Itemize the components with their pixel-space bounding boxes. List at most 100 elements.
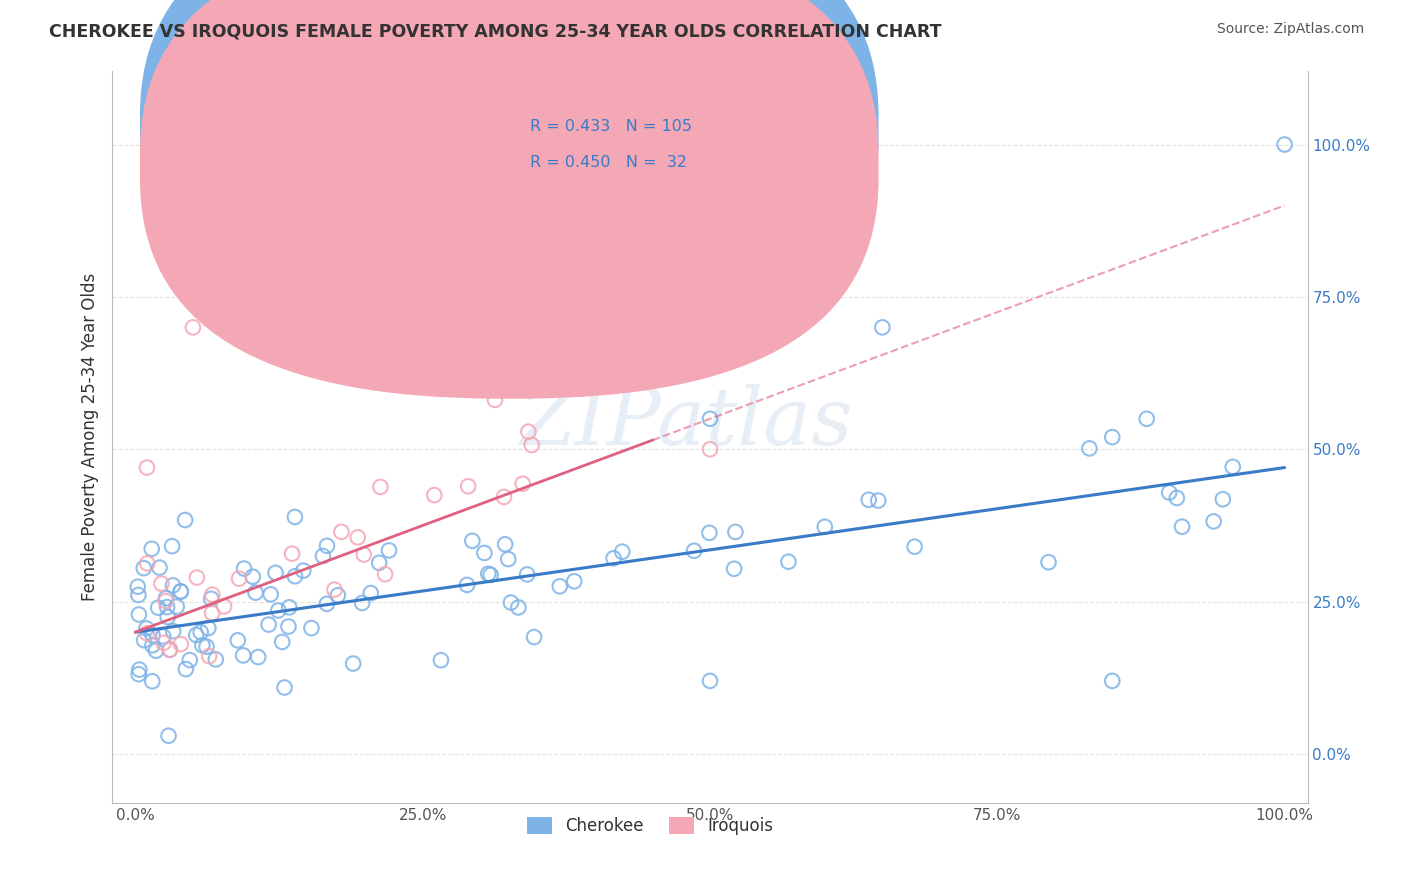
Point — [1101, 673, 1123, 688]
Point — [271, 635, 294, 649]
Point — [1274, 137, 1296, 152]
Point — [1202, 515, 1225, 529]
Point — [699, 673, 721, 688]
Point — [612, 545, 634, 559]
Point — [170, 637, 193, 651]
Point — [484, 392, 506, 407]
Point — [141, 674, 163, 689]
Point — [494, 537, 516, 551]
Point — [517, 425, 540, 439]
Point — [242, 570, 264, 584]
Point — [159, 643, 181, 657]
Point — [152, 629, 174, 643]
Point — [503, 351, 526, 365]
Point — [1159, 485, 1181, 500]
Point — [520, 438, 543, 452]
Point — [233, 561, 256, 575]
Point — [201, 606, 224, 620]
Point — [868, 493, 890, 508]
Text: R = 0.450   N =  32: R = 0.450 N = 32 — [530, 155, 686, 170]
Point — [157, 729, 180, 743]
Point — [136, 557, 159, 571]
Point — [136, 626, 159, 640]
Point — [523, 630, 546, 644]
Point — [499, 596, 522, 610]
Point — [374, 567, 396, 582]
Point — [1222, 459, 1244, 474]
Point — [724, 524, 747, 539]
Point — [245, 585, 267, 599]
Point — [148, 600, 170, 615]
Point — [378, 543, 401, 558]
Point — [273, 681, 295, 695]
Point — [457, 479, 479, 493]
Text: Source: ZipAtlas.com: Source: ZipAtlas.com — [1216, 22, 1364, 37]
Point — [1038, 555, 1060, 569]
Point — [1136, 412, 1159, 426]
Point — [323, 582, 346, 597]
Point — [352, 596, 374, 610]
Point — [370, 480, 392, 494]
Point — [162, 624, 184, 639]
Point — [326, 588, 349, 602]
Point — [155, 594, 177, 608]
Point — [872, 320, 894, 334]
Point — [257, 617, 280, 632]
Point — [778, 555, 800, 569]
Point — [508, 600, 530, 615]
Point — [128, 607, 150, 622]
Point — [526, 381, 548, 395]
Point — [312, 549, 335, 563]
Point — [200, 591, 222, 606]
Point — [132, 561, 155, 575]
Point — [198, 649, 221, 664]
Point — [142, 628, 165, 642]
Point — [342, 657, 364, 671]
Point — [346, 530, 368, 544]
Y-axis label: Female Poverty Among 25-34 Year Olds: Female Poverty Among 25-34 Year Olds — [80, 273, 98, 601]
Point — [170, 584, 193, 599]
Point — [141, 638, 163, 652]
Point — [699, 525, 721, 540]
Text: CHEROKEE VS IROQUOIS FEMALE POVERTY AMONG 25-34 YEAR OLDS CORRELATION CHART: CHEROKEE VS IROQUOIS FEMALE POVERTY AMON… — [49, 22, 942, 40]
Point — [699, 412, 721, 426]
Point — [1166, 491, 1188, 505]
Point — [186, 628, 208, 642]
FancyBboxPatch shape — [141, 0, 879, 362]
Point — [699, 442, 721, 457]
Point — [166, 599, 188, 614]
Point — [127, 588, 149, 602]
Point — [150, 576, 173, 591]
Point — [301, 621, 323, 635]
Point — [477, 566, 499, 581]
Point — [602, 551, 624, 566]
Point — [858, 492, 880, 507]
Point — [226, 633, 249, 648]
Point — [496, 552, 519, 566]
Point — [360, 586, 382, 600]
Point — [260, 587, 283, 601]
Point — [239, 320, 262, 334]
Point — [181, 320, 204, 334]
Point — [292, 564, 315, 578]
Point — [145, 643, 167, 657]
Point — [456, 578, 478, 592]
Text: R = 0.433   N = 105: R = 0.433 N = 105 — [530, 119, 692, 134]
Point — [247, 650, 270, 665]
Point — [423, 488, 446, 502]
Point — [155, 591, 177, 606]
Point — [267, 603, 290, 617]
Point — [204, 652, 226, 666]
Point — [212, 599, 235, 614]
Point — [353, 548, 375, 562]
Point — [174, 513, 197, 527]
Point — [179, 653, 201, 667]
Point — [1171, 519, 1194, 533]
Point — [562, 574, 585, 589]
Point — [723, 562, 745, 576]
Point — [479, 567, 502, 582]
Point — [128, 667, 150, 681]
Point — [186, 570, 208, 584]
Point — [162, 578, 184, 592]
Point — [278, 600, 301, 615]
